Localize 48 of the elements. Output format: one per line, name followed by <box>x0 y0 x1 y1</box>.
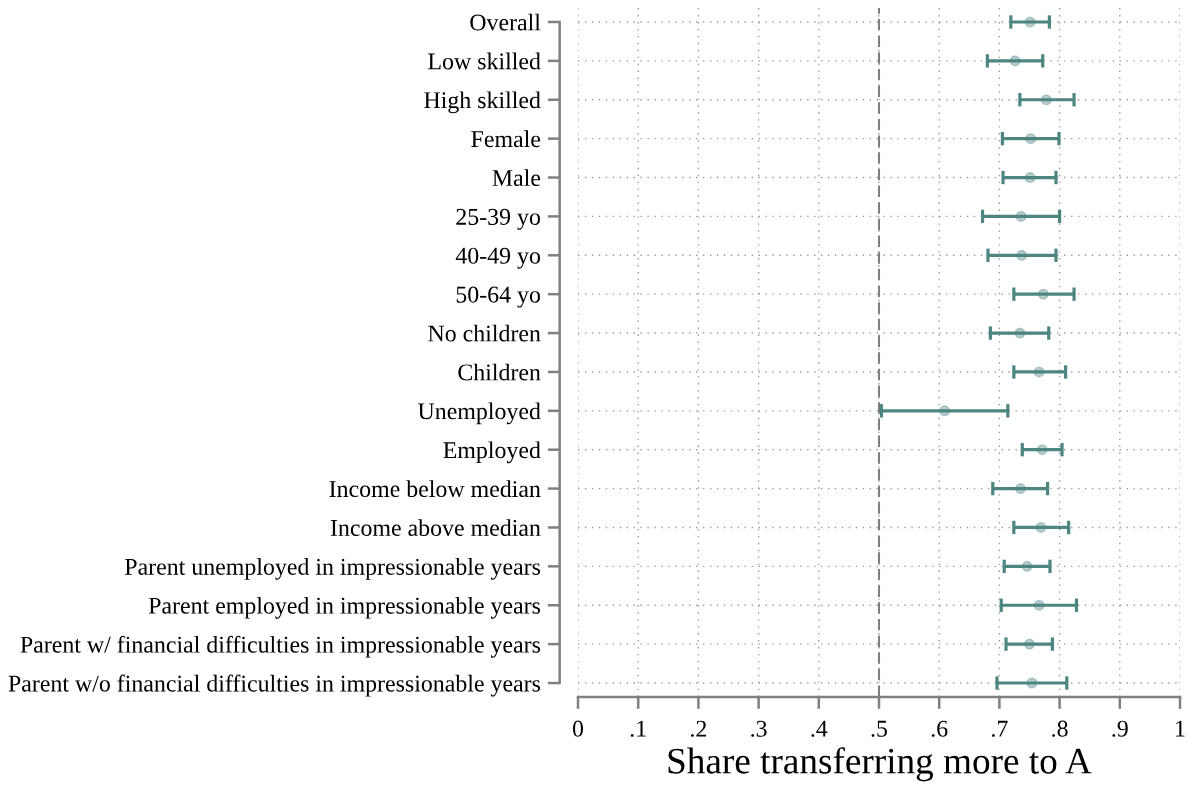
y-tick-label: Low skilled <box>428 52 541 70</box>
point <box>1033 366 1045 378</box>
x-tick-label: .8 <box>1052 720 1068 737</box>
y-tick-label: Male <box>492 169 541 187</box>
x-tick-label: .1 <box>630 720 646 737</box>
point <box>1024 172 1036 184</box>
x-tick-label: .4 <box>811 720 828 737</box>
point <box>1009 55 1021 67</box>
point <box>1015 210 1027 222</box>
x-tick-label: .2 <box>691 720 707 737</box>
y-tick-label: No children <box>428 324 541 342</box>
y-tick-label: Unemployed <box>418 402 541 425</box>
point <box>1036 444 1048 456</box>
point <box>1023 638 1036 650</box>
point <box>1014 483 1026 495</box>
point <box>939 405 951 417</box>
y-tick-label: Parent w/o financial difficulties in impressionable years <box>8 674 541 697</box>
y-tick-label: Overall <box>470 13 541 31</box>
point <box>1033 599 1045 611</box>
point <box>1024 16 1036 28</box>
point <box>1040 94 1052 106</box>
x-tick-label: .7 <box>992 720 1008 737</box>
point <box>1037 288 1049 300</box>
point <box>1016 249 1028 261</box>
y-tick-label: Children <box>458 363 541 381</box>
x-tick-label: .9 <box>1112 720 1128 737</box>
y-tick-label: 50-64 yo <box>456 286 541 308</box>
y-tick-label: High skilled <box>424 91 541 114</box>
x-tick-label: .3 <box>751 720 767 737</box>
y-tick-label: Female <box>471 130 541 148</box>
y-tick-label: Parent unemployed in impressionable years <box>124 558 541 580</box>
x-tick-label: .5 <box>871 720 888 737</box>
y-tick-label: Parent employed in impressionable years <box>148 596 541 619</box>
point <box>1025 133 1037 145</box>
y-tick-label: Parent w/ financial difficulties in impressionable years <box>20 635 541 658</box>
y-tick-label: 40-49 yo <box>455 247 541 269</box>
x-axis-title: Share transferring more to A <box>668 747 1092 782</box>
point <box>1014 327 1026 339</box>
y-tick-label: Employed <box>443 441 541 464</box>
point <box>1035 521 1047 533</box>
x-tick-label: 1 <box>1176 720 1185 737</box>
y-tick-label: Income above median <box>330 519 541 536</box>
y-tick-label: 25-39 yo <box>456 208 541 230</box>
point <box>1021 560 1033 572</box>
y-tick-label: Income below median <box>329 480 541 498</box>
x-tick-label: 0 <box>572 720 584 737</box>
x-tick-label: .6 <box>931 720 948 737</box>
point <box>1026 677 1038 689</box>
